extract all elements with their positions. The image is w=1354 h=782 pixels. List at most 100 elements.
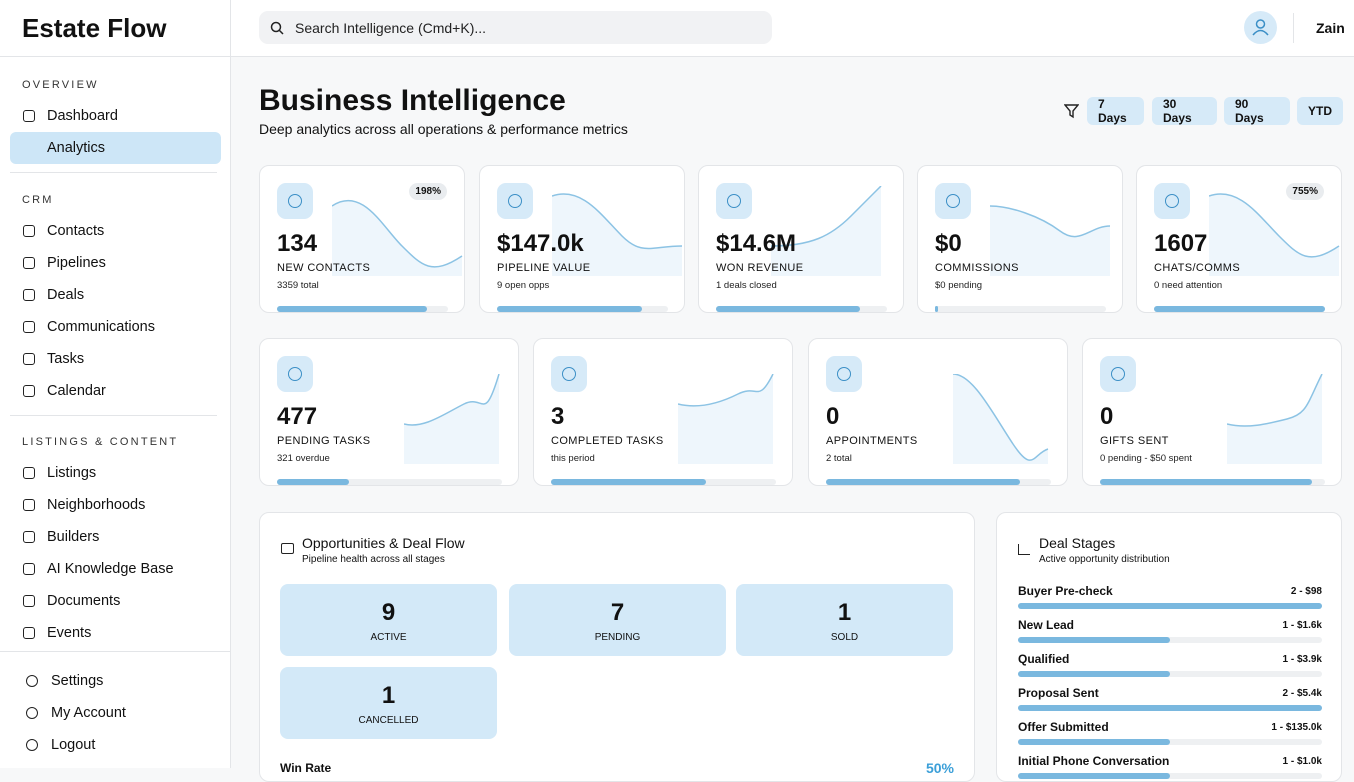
progress-track xyxy=(1100,479,1325,485)
kpi-card: 477 PENDING TASKS 321 overdue xyxy=(259,338,519,486)
kpi-card: $14.6M WON REVENUE 1 deals closed xyxy=(698,165,904,313)
nav-item[interactable]: Contacts xyxy=(10,215,221,247)
progress-track xyxy=(277,479,502,485)
stage-info: 1 - $1.0k xyxy=(1282,756,1322,767)
sparkline xyxy=(404,374,500,464)
nav-item[interactable]: Events xyxy=(10,617,221,649)
kpi-value: $0 xyxy=(935,230,962,257)
progress-track xyxy=(1018,671,1322,677)
progress-fill xyxy=(1018,603,1322,609)
nav-item[interactable]: Communications xyxy=(10,311,221,343)
stat-value: 1 xyxy=(837,599,852,626)
kpi-sub: 0 need attention xyxy=(1154,280,1223,291)
stat-value: 9 xyxy=(381,599,396,626)
filter-button[interactable]: 7 Days xyxy=(1087,97,1144,125)
nav-icon xyxy=(23,563,35,575)
card-title: Deal Stages xyxy=(1039,535,1116,551)
kpi-sub: 0 pending - $50 spent xyxy=(1100,453,1192,464)
avatar[interactable] xyxy=(1244,11,1277,44)
progress-track xyxy=(826,479,1051,485)
kpi-icon xyxy=(1154,183,1190,219)
section-title: LISTINGS & CONTENT xyxy=(22,436,179,448)
kpi-icon xyxy=(551,356,587,392)
kpi-label: WON REVENUE xyxy=(716,262,804,274)
stage-name: Proposal Sent xyxy=(1018,686,1099,700)
progress-track xyxy=(277,306,448,312)
kpi-badge: 198% xyxy=(409,183,447,200)
nav-icon xyxy=(23,595,35,607)
nav-icon xyxy=(23,110,35,122)
nav-item[interactable]: Analytics xyxy=(10,132,221,164)
win-rate-label: Win Rate xyxy=(280,761,332,775)
filter-button[interactable]: 90 Days xyxy=(1224,97,1290,125)
progress-track xyxy=(716,306,887,312)
progress-track xyxy=(1018,637,1322,643)
nav-item[interactable]: Builders xyxy=(10,521,221,553)
nav-item[interactable]: Deals xyxy=(10,279,221,311)
stage-name: Buyer Pre-check xyxy=(1018,584,1113,598)
sparkline xyxy=(990,205,1111,276)
kpi-badge: 755% xyxy=(1286,183,1324,200)
progress-fill xyxy=(1018,773,1170,779)
nav-item[interactable]: Tasks xyxy=(10,343,221,375)
stage-name: Qualified xyxy=(1018,652,1070,666)
nav-item[interactable]: Settings xyxy=(10,665,221,697)
kpi-card: 198% 134 NEW CONTACTS 3359 total xyxy=(259,165,465,313)
nav-icon xyxy=(23,385,35,397)
kpi-card: $147.0k PIPELINE VALUE 9 open opps xyxy=(479,165,685,313)
kpi-icon xyxy=(277,356,313,392)
nav-item[interactable]: Logout xyxy=(10,729,221,761)
kpi-label: GIFTS SENT xyxy=(1100,435,1169,447)
nav-item[interactable]: Dashboard xyxy=(10,100,221,132)
kpi-label: NEW CONTACTS xyxy=(277,262,371,274)
deal-flow-card: Opportunities & Deal Flow Pipeline health… xyxy=(259,512,975,782)
progress-fill xyxy=(935,306,939,312)
stat-tile: 1 SOLD xyxy=(736,584,953,656)
kpi-label: COMMISSIONS xyxy=(935,262,1019,274)
divider xyxy=(0,651,230,652)
section-title: CRM xyxy=(22,194,54,206)
nav-icon xyxy=(23,353,35,365)
sparkline xyxy=(1227,374,1323,464)
kpi-sub: this period xyxy=(551,453,595,464)
kpi-value: 1607 xyxy=(1154,230,1208,257)
nav-item[interactable]: Neighborhoods xyxy=(10,489,221,521)
stage-name: Offer Submitted xyxy=(1018,720,1109,734)
stat-tile: 1 CANCELLED xyxy=(280,667,497,739)
kpi-sub: 3359 total xyxy=(277,280,319,291)
filter-button[interactable]: 30 Days xyxy=(1152,97,1217,125)
nav-item[interactable]: Documents xyxy=(10,585,221,617)
nav-item[interactable]: AI Knowledge Base xyxy=(10,553,221,585)
search-box[interactable]: Search Intelligence (Cmd+K)... xyxy=(259,11,772,44)
nav-icon xyxy=(26,675,38,687)
nav-icon xyxy=(23,531,35,543)
filter-icon xyxy=(1064,104,1079,119)
progress-fill xyxy=(497,306,643,312)
kpi-value: 0 xyxy=(826,403,840,430)
stage-info: 1 - $3.9k xyxy=(1282,654,1322,665)
kpi-icon xyxy=(826,356,862,392)
filter-button[interactable]: YTD xyxy=(1297,97,1343,125)
progress-track xyxy=(1018,705,1322,711)
kpi-label: CHATS/COMMS xyxy=(1154,262,1241,274)
sparkline xyxy=(1209,193,1340,276)
sidebar: Estate Flow OVERVIEW Dashboard Analytics CR… xyxy=(0,0,231,768)
progress-track xyxy=(497,306,668,312)
stat-label: ACTIVE xyxy=(370,632,407,643)
progress-fill xyxy=(551,479,707,485)
kpi-sub: 9 open opps xyxy=(497,280,550,291)
nav-item[interactable]: Listings xyxy=(10,457,221,489)
stage-info: 1 - $1.6k xyxy=(1282,620,1322,631)
nav-item[interactable]: Calendar xyxy=(10,375,221,407)
kpi-icon xyxy=(497,183,533,219)
nav-item[interactable]: My Account xyxy=(10,697,221,729)
kpi-value: 134 xyxy=(277,230,318,257)
kpi-value: $14.6M xyxy=(716,230,797,257)
topbar: Search Intelligence (Cmd+K)... Zain xyxy=(231,0,1354,57)
stage-row: Offer Submitted 1 - $135.0k xyxy=(1018,720,1322,745)
nav-item[interactable]: Pipelines xyxy=(10,247,221,279)
kpi-sub: 2 total xyxy=(826,453,852,464)
progress-fill xyxy=(1100,479,1312,485)
card-title: Opportunities & Deal Flow xyxy=(302,535,465,551)
progress-track xyxy=(551,479,776,485)
